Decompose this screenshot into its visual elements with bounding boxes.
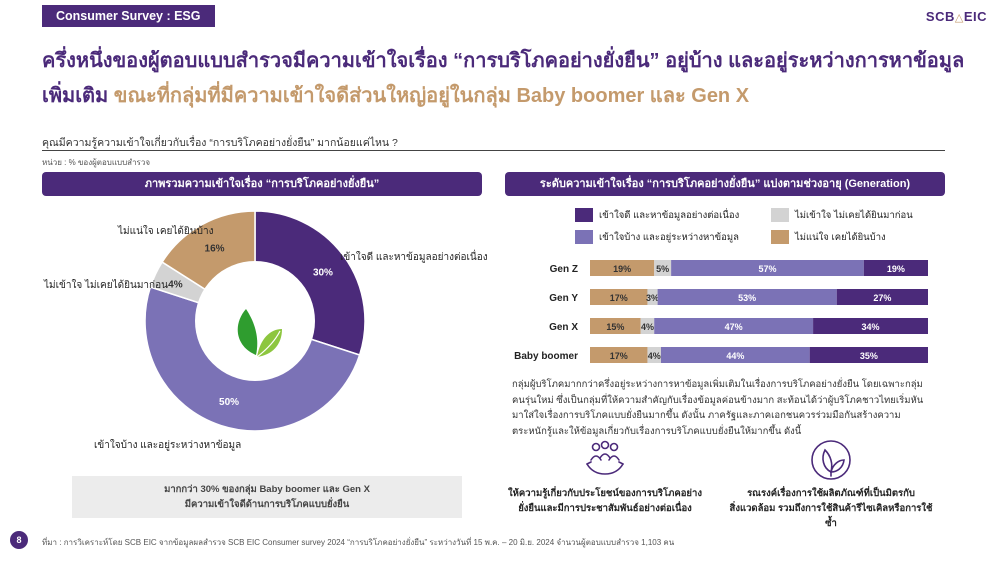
bars-svg: Gen Z 19% 5% 57% 19% Gen Y 17% 3% 53% 27% Gen X 15%… bbox=[514, 260, 928, 363]
bar-segment bbox=[813, 318, 928, 334]
pie-svg: 30% 50% 4% 16% bbox=[144, 210, 366, 432]
bar-segment bbox=[660, 347, 810, 363]
bar-category-label: Gen X bbox=[549, 322, 578, 333]
bar-segment-value: 57% bbox=[758, 264, 776, 274]
bar-segment bbox=[590, 318, 641, 334]
bar-segment-value: 17% bbox=[610, 351, 628, 361]
bar-segment-value: 44% bbox=[726, 351, 744, 361]
page-number: 8 bbox=[10, 531, 28, 549]
leaf-icon bbox=[226, 303, 286, 363]
bar-segment bbox=[590, 289, 648, 305]
bar-segment bbox=[590, 260, 655, 276]
feature-education-line1: ให้ความรู้เกี่ยวกับประโยชน์ของการบริโภคอ… bbox=[508, 488, 702, 499]
bar-category-label: Gen Z bbox=[550, 264, 578, 275]
feature-eco-line2: สิ่งแวดล้อม รวมถึงการใช้สินค้ารีไซเคิลหร… bbox=[729, 503, 933, 529]
source-note: ที่มา : การวิเคราะห์โดย SCB EIC จากข้อมู… bbox=[42, 538, 675, 547]
bar-segment bbox=[647, 289, 658, 305]
bar-segment bbox=[671, 260, 864, 276]
bar-segment bbox=[654, 318, 814, 334]
title-line2-prefix: เพิ่มเติม bbox=[42, 85, 109, 107]
legend-swatch bbox=[771, 230, 789, 245]
feature-education-line2: ยั่งยืนและมีการประชาสัมพันธ์อย่างต่อเนื่… bbox=[518, 503, 692, 514]
bar-segment-value: 27% bbox=[873, 293, 891, 303]
feature-education: ให้ความรู้เกี่ยวกับประโยชน์ของการบริโภคอ… bbox=[500, 438, 710, 516]
legend-swatch bbox=[575, 230, 593, 245]
question-divider bbox=[42, 150, 945, 151]
highlight-note: มากกว่า 30% ของกลุ่ม Baby boomer และ Gen… bbox=[72, 476, 462, 518]
bar-segment-value: 34% bbox=[862, 322, 880, 332]
bar-segment bbox=[657, 289, 837, 305]
page-title-line2: เพิ่มเติม ขณะที่กลุ่มที่มีความเข้าใจดีส่… bbox=[42, 79, 982, 111]
bar-segment bbox=[809, 347, 928, 363]
legend-label: ไม่เข้าใจ ไม่เคยได้ยินมาก่อน bbox=[795, 210, 913, 221]
bar-segment-value: 15% bbox=[606, 322, 624, 332]
pie-slice-value: 50% bbox=[219, 397, 239, 408]
legend-swatch bbox=[575, 208, 593, 223]
feature-eco-line1: รณรงค์เรื่องการใช้ผลิตภัณฑ์ที่เป็นมิตรกั… bbox=[747, 488, 915, 499]
bar-segment-value: 47% bbox=[725, 322, 743, 332]
pie-label-never-heard: ไม่เข้าใจ ไม่เคยได้ยินมาก่อน bbox=[44, 280, 168, 291]
pie-panel-heading: ภาพรวมความเข้าใจเรื่อง “การบริโภคอย่างยั… bbox=[42, 172, 482, 196]
pie-label-understand-some: เข้าใจบ้าง และอยู่ระหว่างหาข้อมูล bbox=[94, 440, 242, 451]
legend-label: เข้าใจบ้าง และอยู่ระหว่างหาข้อมูล bbox=[599, 232, 739, 243]
logo-eic: EIC bbox=[963, 9, 987, 24]
feature-eco-products: รณรงค์เรื่องการใช้ผลิตภัณฑ์ที่เป็นมิตรกั… bbox=[726, 438, 936, 531]
bar-segment-value: 5% bbox=[656, 264, 669, 274]
title-line2-rest: ขณะที่กลุ่มที่มีความเข้าใจดีส่วนใหญ่อยู่… bbox=[108, 85, 750, 107]
legend-label: ไม่แน่ใจ เคยได้ยินบ้าง bbox=[795, 232, 886, 243]
legend-item-never-heard: ไม่เข้าใจ ไม่เคยได้ยินมาก่อน bbox=[771, 208, 913, 223]
bar-category-label: Gen Y bbox=[549, 293, 578, 304]
bar-segment bbox=[647, 347, 661, 363]
bar-segment-value: 4% bbox=[648, 351, 661, 361]
overall-understanding-pie-chart: 30% 50% 4% 16% ไม่แน่ใจ เคยได้ยินบ้าง ไม่เข… bbox=[42, 198, 488, 468]
legend-item-understand-well: เข้าใจดี และหาข้อมูลอย่างต่อเนื่อง bbox=[575, 208, 739, 223]
unit-note: หน่วย : % ของผู้ตอบแบบสำรวจ bbox=[42, 158, 151, 167]
bar-segment-value: 3% bbox=[646, 293, 659, 303]
legend-item-unsure: ไม่แน่ใจ เคยได้ยินบ้าง bbox=[771, 230, 886, 245]
pie-label-unsure: ไม่แน่ใจ เคยได้ยินบ้าง bbox=[118, 226, 214, 237]
logo-scb: SCB bbox=[925, 9, 955, 24]
donut-hole bbox=[195, 261, 315, 381]
bar-segment-value: 53% bbox=[738, 293, 756, 303]
legend-label: เข้าใจดี และหาข้อมูลอย่างต่อเนื่อง bbox=[599, 210, 740, 221]
bar-segment-value: 35% bbox=[860, 351, 878, 361]
pie-slice-value: 30% bbox=[313, 268, 333, 279]
generation-stacked-bar-chart: Gen Z 19% 5% 57% 19% Gen Y 17% 3% 53% 27% Gen X 15%… bbox=[505, 250, 945, 370]
note-line1: มากกว่า 30% ของกลุ่ม Baby boomer และ Gen… bbox=[164, 484, 370, 495]
pie-slice-value: 4% bbox=[168, 280, 183, 291]
bar-segment-value: 17% bbox=[610, 293, 628, 303]
legend-item-understand-some: เข้าใจบ้าง และอยู่ระหว่างหาข้อมูล bbox=[575, 230, 739, 245]
bar-segment bbox=[640, 318, 655, 334]
logo-triangle-icon: △ bbox=[954, 12, 964, 24]
bar-segment-value: 19% bbox=[887, 264, 905, 274]
bar-segment bbox=[863, 260, 928, 276]
pie-label-understand-well: เข้าใจดี และหาข้อมูลอย่างต่อเนื่อง bbox=[340, 252, 488, 263]
note-line2: มีความเข้าใจดีด้านการบริโภคแบบยั่งยืน bbox=[184, 499, 350, 510]
page-title-line1: ครึ่งหนึ่งของผู้ตอบแบบสำรวจมีความเข้าใจเ… bbox=[42, 50, 965, 72]
bar-segment-value: 4% bbox=[641, 322, 654, 332]
legend-swatch bbox=[771, 208, 789, 223]
bar-category-label: Baby boomer bbox=[514, 351, 578, 362]
brand-logo: SCB△EIC bbox=[926, 9, 987, 24]
commentary-text: กลุ่มผู้บริโภคมากกว่าครึ่งอยู่ระหว่างการ… bbox=[512, 379, 924, 437]
survey-question: คุณมีความรู้ความเข้าใจเกี่ยวกับเรื่อง “ก… bbox=[42, 137, 398, 149]
community-hands-icon bbox=[586, 440, 624, 475]
bar-segment-value: 19% bbox=[613, 264, 631, 274]
bar-segment bbox=[590, 347, 648, 363]
bar-segment bbox=[654, 260, 672, 276]
eco-leaf-icon bbox=[811, 440, 851, 480]
pie-slice-value: 16% bbox=[205, 243, 225, 254]
bar-panel-heading: ระดับความเข้าใจเรื่อง “การบริโภคอย่างยั่… bbox=[505, 172, 945, 196]
section-tag: Consumer Survey : ESG bbox=[42, 5, 215, 27]
bar-segment bbox=[836, 289, 928, 305]
